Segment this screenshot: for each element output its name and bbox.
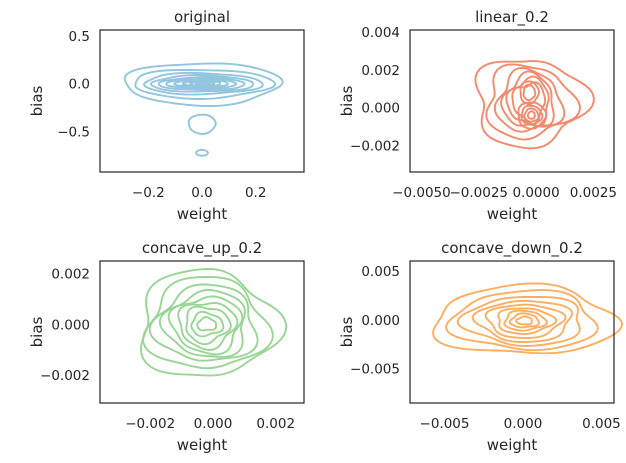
plot-frame [99,260,305,404]
y-tick-label: 0.000 [361,101,400,117]
contour-line [142,276,274,370]
y-tick-labels: 0.002 0.000 −0.002 [40,267,90,384]
x-axis-label: weight [177,205,228,223]
contour-line [181,80,222,88]
contour-line [500,70,555,128]
x-tick-label: −0.005 [420,416,470,432]
x-tick-label: 0.2 [245,185,266,201]
contour-line [493,66,566,133]
contour-line [526,110,536,120]
chart-title: original [174,8,230,26]
panel-linear: linear_0.2 weight bias −0.0050 −0.0025 0… [338,8,617,223]
x-tick-labels: −0.0050 −0.0025 0.0000 0.0025 [392,185,617,201]
contour-line [505,75,550,128]
y-tick-label: 0.005 [361,264,400,280]
contour-group [123,62,284,157]
contour-line [484,303,567,339]
panel-concave-up: concave_up_0.2 weight bias −0.002 0.000 … [28,239,305,454]
x-tick-label: −0.0050 [392,185,451,201]
contour-line [497,307,558,335]
contour-line [177,302,239,351]
x-tick-label: 0.0 [191,185,212,201]
contour-line [503,309,548,332]
panel-concave-down: concave_down_0.2 weight bias −0.005 0.00… [338,239,623,454]
x-tick-label: 0.005 [582,416,621,432]
contour-line [173,79,229,89]
contour-line [485,63,581,141]
y-tick-label: 0.004 [361,25,400,41]
y-tick-label: 0.0 [69,77,90,93]
plot-frame [99,29,305,173]
plot-frame [409,260,615,404]
x-tick-label: −0.002 [125,416,175,432]
chart-title: concave_up_0.2 [142,239,262,258]
y-axis-label: bias [28,85,46,116]
x-tick-label: −0.2 [132,185,165,201]
y-tick-label: −0.5 [57,125,90,141]
panel-original: original weight bias −0.2 0.0 0.2 0.5 0.… [28,8,305,223]
x-tick-label: 0.000 [194,416,233,432]
contour-line [148,283,259,362]
y-tick-label: −0.002 [40,368,90,384]
x-tick-labels: −0.005 0.000 0.005 [420,416,621,432]
x-axis-label: weight [177,436,228,454]
chart-title: concave_down_0.2 [441,239,583,258]
contour-line [196,316,218,332]
contour-line [123,62,284,107]
x-tick-labels: −0.2 0.0 0.2 [132,185,267,201]
y-tick-label: 0.002 [361,63,400,79]
x-tick-label: 0.0025 [570,185,617,201]
y-tick-label: 0.002 [51,267,90,283]
x-tick-label: 0.0000 [512,185,559,201]
contour-group [474,60,595,150]
contour-line [185,305,232,346]
y-axis-label: bias [28,316,46,347]
contour-line [143,71,264,96]
contour-line [194,81,211,86]
contour-line [517,101,548,130]
contour-line [520,104,544,126]
y-tick-label: −0.002 [350,138,400,154]
y-tick-labels: 0.004 0.002 0.000 −0.002 [350,25,400,155]
chart-title: linear_0.2 [475,8,549,27]
y-tick-labels: 0.5 0.0 −0.5 [57,29,90,141]
contour-line [139,267,288,377]
contour-line [508,312,541,329]
contour-line [474,60,595,150]
contour-group [431,282,623,355]
x-tick-label: −0.0025 [449,185,508,201]
y-axis-label: bias [338,85,356,116]
plot-frame [409,29,615,173]
contour-line [167,295,244,356]
y-tick-label: 0.5 [69,29,90,45]
x-tick-label: 0.002 [256,416,295,432]
contour-line [431,282,623,355]
contour-line [523,107,540,123]
contour-line [165,77,238,90]
y-tick-label: 0.000 [361,313,400,329]
y-tick-label: 0.000 [51,317,90,333]
contour-line [157,76,246,91]
contour-line [187,113,217,135]
contour-line [445,289,599,352]
contour-line [471,299,574,343]
contour-line [456,296,581,347]
x-axis-label: weight [487,205,538,223]
x-axis-label: weight [487,436,538,454]
y-tick-labels: 0.005 0.000 −0.005 [350,264,400,378]
x-tick-labels: −0.002 0.000 0.002 [125,416,295,432]
x-tick-label: 0.000 [504,416,543,432]
contour-line [511,81,547,125]
contour-line [190,310,225,338]
contour-group [139,267,288,377]
contour-line [522,83,537,102]
contour-line [195,148,209,157]
contour-line [150,74,254,93]
contour-line [158,289,246,358]
y-axis-label: bias [338,316,356,347]
contour-line [134,69,277,100]
y-tick-label: −0.005 [350,362,400,378]
contour-line [515,315,533,326]
